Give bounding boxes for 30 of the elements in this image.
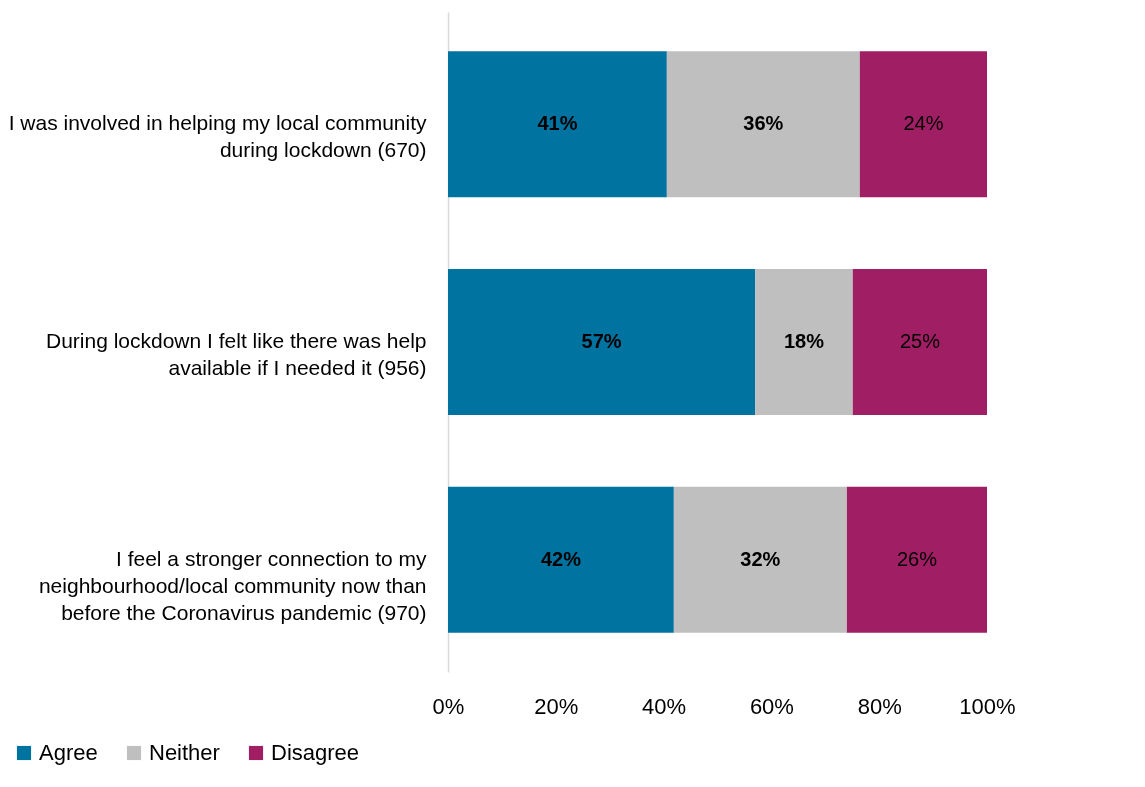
bar bbox=[673, 486, 847, 633]
y-tick-label: During lockdown I felt like there was help available if I needed it (956) bbox=[45, 329, 427, 379]
x-tick-label: 80% bbox=[857, 693, 902, 719]
y-tick-label: I was involved in helping my local community during lockdown (670) bbox=[8, 111, 427, 162]
bar bbox=[755, 269, 853, 415]
data-label: 26% bbox=[896, 547, 938, 570]
data-label: 42% bbox=[540, 547, 582, 570]
bar bbox=[852, 269, 987, 415]
bar bbox=[846, 486, 987, 633]
data-label: 36% bbox=[743, 112, 784, 135]
bar bbox=[666, 51, 860, 198]
data-label: 32% bbox=[740, 547, 781, 570]
data-label: 41% bbox=[537, 112, 578, 135]
legend-label: Agree bbox=[39, 740, 98, 765]
bar bbox=[859, 51, 987, 198]
x-tick-label: 40% bbox=[642, 693, 687, 719]
bar bbox=[448, 486, 674, 633]
x-tick-label: 20% bbox=[534, 693, 579, 719]
bar bbox=[448, 51, 667, 198]
legend-label: Disagree bbox=[271, 740, 360, 765]
data-label: 57% bbox=[581, 330, 622, 352]
x-tick-label: 60% bbox=[749, 693, 794, 719]
x-tick-label: 0% bbox=[432, 693, 465, 719]
x-tick-label: 100% bbox=[959, 693, 1016, 719]
y-tick-label: I feel a stronger connection to my neighbourhood/local community now than before the Coronavirus pandemic (970) bbox=[38, 546, 427, 624]
bar bbox=[448, 269, 756, 415]
legend-label: Neither bbox=[149, 740, 220, 765]
data-label: 18% bbox=[783, 330, 825, 352]
data-label: 25% bbox=[899, 330, 941, 352]
data-label: 24% bbox=[903, 112, 944, 135]
